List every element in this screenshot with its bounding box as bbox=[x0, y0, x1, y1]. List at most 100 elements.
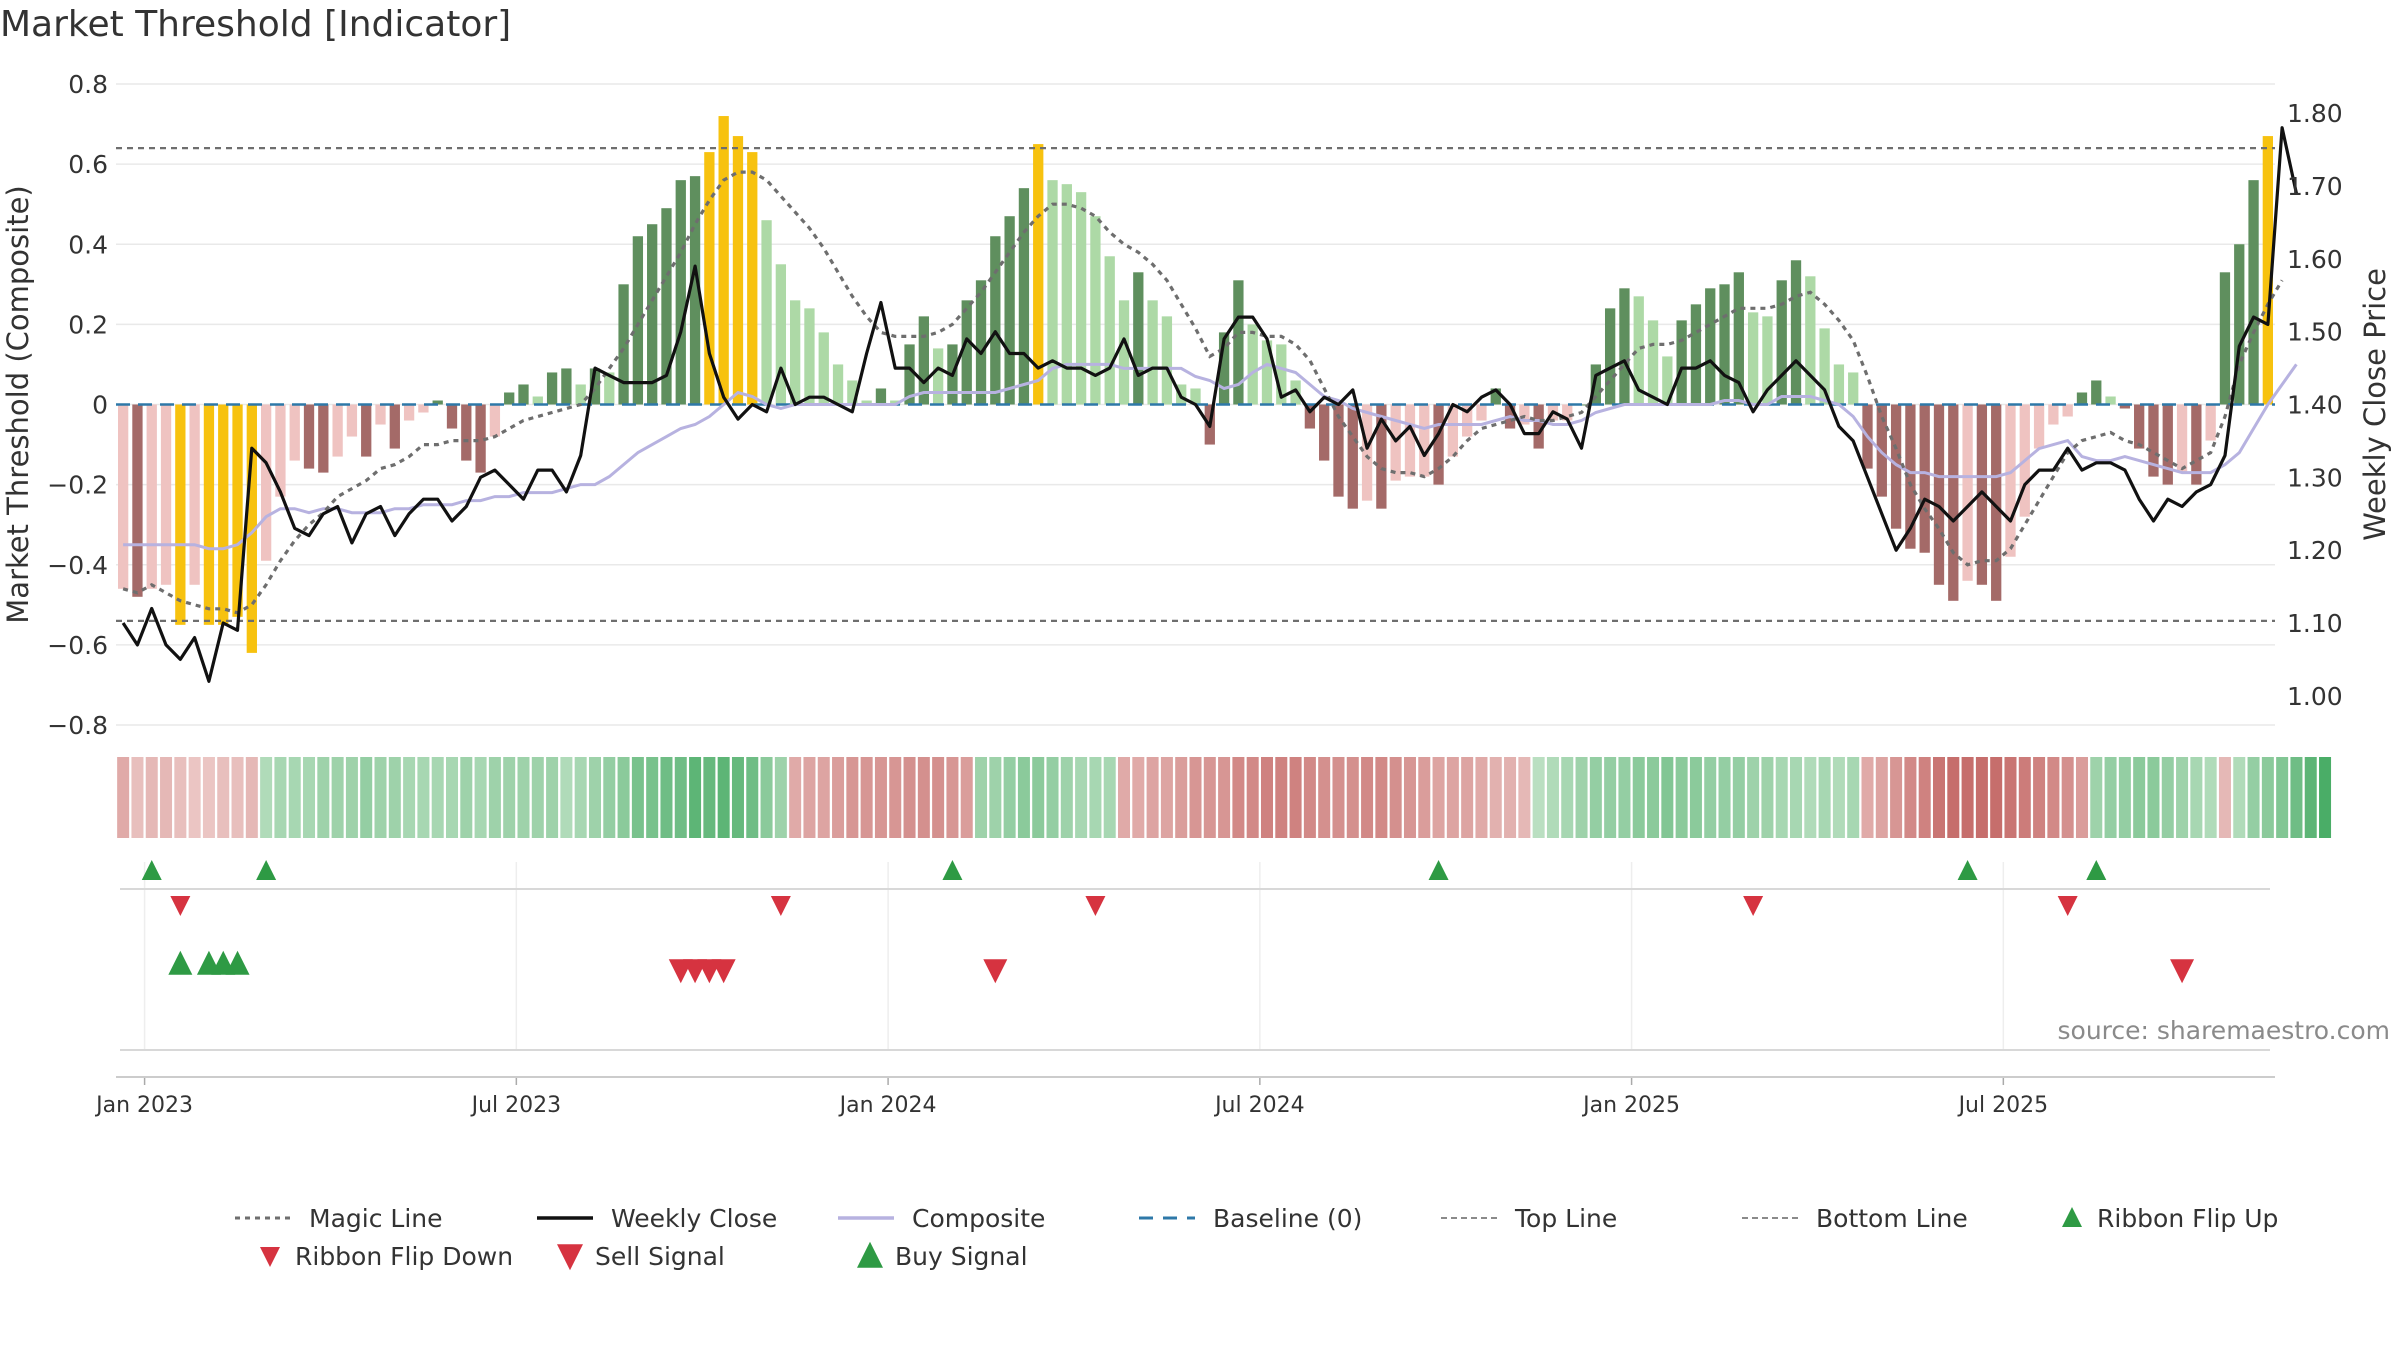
threshold-bar bbox=[1719, 284, 1730, 405]
ribbon-cell bbox=[1575, 757, 1588, 838]
ribbon-cell bbox=[846, 757, 859, 838]
threshold-bar bbox=[1075, 192, 1087, 405]
right-tick-label: 1.50 bbox=[2287, 318, 2343, 347]
ribbon-cell bbox=[1947, 757, 1960, 838]
threshold-bar bbox=[1833, 364, 1845, 405]
ribbon-cell bbox=[1861, 757, 1874, 838]
ribbon-cell bbox=[2161, 757, 2174, 838]
ribbon-cell bbox=[1689, 757, 1702, 838]
x-tick-label: Jan 2025 bbox=[1581, 1093, 1680, 1118]
threshold-bar bbox=[632, 236, 644, 405]
legend-baseline: Baseline (0) bbox=[1139, 1204, 1362, 1233]
threshold-bar bbox=[918, 316, 929, 405]
ribbon-cell bbox=[1561, 757, 1574, 838]
ribbon-cell bbox=[2233, 757, 2246, 838]
ribbon-cell bbox=[975, 757, 988, 838]
right-tick-label: 1.10 bbox=[2287, 609, 2343, 638]
ribbon-cell bbox=[1961, 757, 1974, 838]
legend-label: Ribbon Flip Up bbox=[2097, 1204, 2278, 1233]
threshold-bar bbox=[1261, 340, 1273, 405]
threshold-bar bbox=[1018, 188, 1030, 405]
right-tick-label: 1.60 bbox=[2287, 245, 2343, 274]
threshold-bar bbox=[832, 364, 844, 405]
ribbon-cell bbox=[1403, 757, 1416, 838]
sell-signal-marker bbox=[983, 959, 1008, 984]
ribbon-cell bbox=[832, 757, 845, 838]
legend-buy-signal: Buy Signal bbox=[857, 1241, 1028, 1271]
ribbon-cell bbox=[660, 757, 673, 838]
threshold-bar bbox=[2262, 136, 2273, 405]
ribbon-cell bbox=[789, 757, 802, 838]
ribbon-cell bbox=[2304, 757, 2317, 838]
threshold-bar bbox=[1848, 372, 1859, 405]
legend-label: Bottom Line bbox=[1816, 1204, 1968, 1233]
threshold-bar bbox=[589, 368, 601, 405]
ribbon-cell bbox=[1446, 757, 1459, 838]
x-tick-label: Jan 2024 bbox=[838, 1093, 937, 1118]
threshold-bar bbox=[1447, 404, 1459, 457]
threshold-bar bbox=[1004, 216, 1015, 405]
ribbon-cell bbox=[2218, 757, 2231, 838]
ribbon-cell bbox=[1103, 757, 1116, 838]
ribbon-cell bbox=[1761, 757, 1774, 838]
ribbon-cell bbox=[1604, 757, 1617, 838]
ribbon-flip-up-marker bbox=[942, 860, 963, 880]
legend-top-line: Top Line bbox=[1441, 1204, 1617, 1233]
ribbon-cell bbox=[2147, 757, 2160, 838]
ribbon-cell bbox=[1075, 757, 1088, 838]
ribbon-cell bbox=[1132, 757, 1145, 838]
right-tick-label: 1.30 bbox=[2287, 463, 2343, 492]
legend-ribbon-flip-up: Ribbon Flip Up bbox=[2062, 1204, 2278, 1233]
threshold-bar bbox=[1919, 404, 1930, 553]
ribbon-cell bbox=[1118, 757, 1131, 838]
threshold-bar bbox=[2248, 180, 2259, 405]
threshold-bar bbox=[1762, 316, 1773, 405]
threshold-bar bbox=[1133, 272, 1144, 405]
ribbon-cell bbox=[2190, 757, 2203, 838]
ribbon-cell bbox=[917, 757, 930, 838]
threshold-bar bbox=[1104, 256, 1115, 405]
ribbon-cell bbox=[1389, 757, 1402, 838]
ribbon-cell bbox=[2276, 757, 2289, 838]
ribbon-cell bbox=[960, 757, 973, 838]
ribbon-layer bbox=[117, 757, 2332, 838]
threshold-bar bbox=[189, 404, 200, 585]
weekly-close-line bbox=[121, 126, 2298, 683]
threshold-bar bbox=[647, 224, 658, 405]
ribbon-cell bbox=[703, 757, 716, 838]
threshold-bar bbox=[1147, 300, 1158, 405]
threshold-bar bbox=[1061, 184, 1072, 405]
chart-title: Market Threshold [Indicator] bbox=[0, 4, 512, 45]
ribbon-flip-down-marker bbox=[770, 896, 791, 916]
ribbon-cell bbox=[2061, 757, 2074, 838]
ribbon-cell bbox=[431, 757, 444, 838]
ribbon-flip-up-marker bbox=[256, 860, 277, 880]
ribbon-cell bbox=[1361, 757, 1374, 838]
threshold-bar bbox=[246, 404, 257, 653]
threshold-bar bbox=[732, 136, 744, 405]
threshold-bar bbox=[847, 380, 858, 405]
ribbon-cell bbox=[631, 757, 644, 838]
threshold-bar bbox=[1247, 324, 1258, 405]
ribbon-cell bbox=[188, 757, 201, 838]
ribbon-cell bbox=[1546, 757, 1559, 838]
ribbon-cell bbox=[1775, 757, 1788, 838]
threshold-bar bbox=[1490, 388, 1501, 405]
magic-line bbox=[122, 170, 2284, 615]
ribbon-cell bbox=[160, 757, 173, 838]
threshold-bar bbox=[2091, 380, 2102, 405]
threshold-bar bbox=[175, 404, 186, 625]
legend-layer: Magic Line Weekly Close Composite Baseline … bbox=[235, 1204, 2278, 1271]
ribbon-cell bbox=[1475, 757, 1488, 838]
ribbon-cell bbox=[803, 757, 816, 838]
threshold-bar bbox=[1433, 404, 1444, 485]
threshold-bar bbox=[2062, 404, 2073, 417]
left-tick-label: 0.6 bbox=[68, 150, 108, 179]
ribbon-cell bbox=[1804, 757, 1817, 838]
threshold-bar bbox=[375, 404, 386, 425]
ribbon-cell bbox=[1618, 757, 1631, 838]
ribbon-cell bbox=[574, 757, 587, 838]
legend-swatch bbox=[857, 1241, 883, 1268]
legend-swatch bbox=[260, 1247, 280, 1267]
ribbon-cell bbox=[1904, 757, 1917, 838]
